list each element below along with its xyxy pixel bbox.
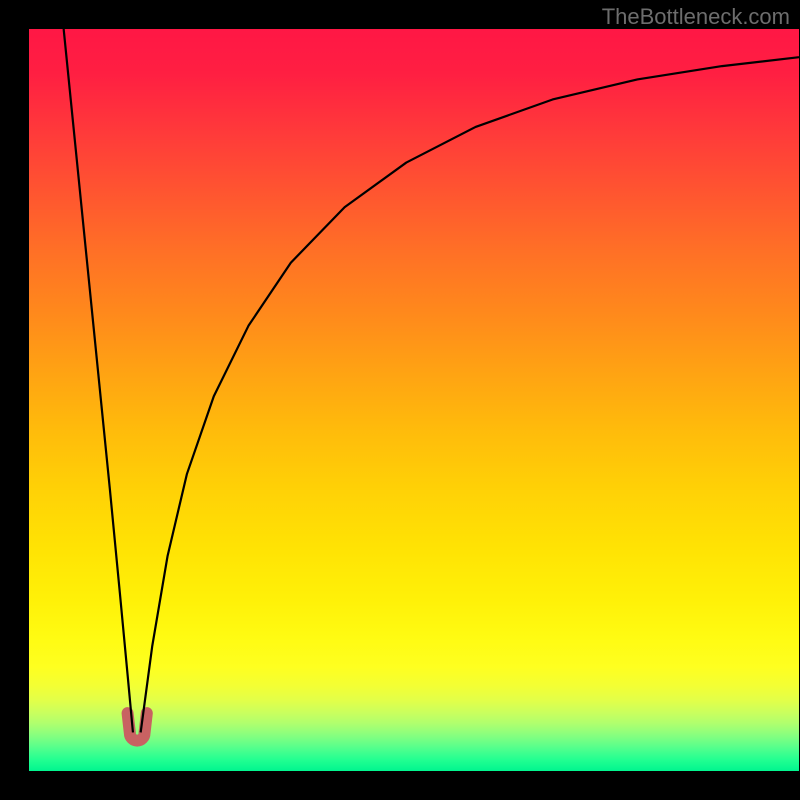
watermark-text: TheBottleneck.com bbox=[602, 4, 790, 30]
chart-gradient-background bbox=[29, 29, 799, 771]
chart-container: TheBottleneck.com bbox=[0, 0, 800, 800]
